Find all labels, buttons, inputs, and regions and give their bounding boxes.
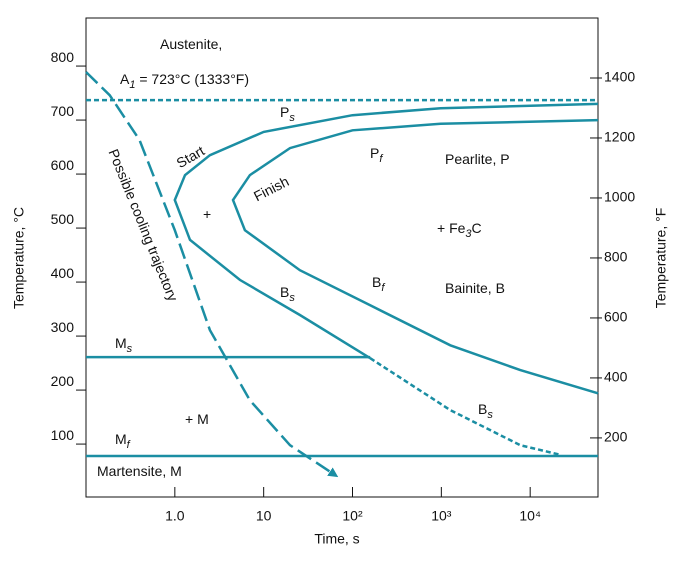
annotation-subscript: s	[127, 343, 133, 355]
y2-tick-label: 200	[604, 429, 628, 445]
x-tick-label: 10³	[431, 508, 452, 524]
y2-tick-label: 1400	[604, 69, 635, 85]
y2-tick-label: 600	[604, 309, 628, 325]
annotation: Ps	[280, 104, 295, 124]
y2-tick-label: 1200	[604, 129, 635, 145]
annotation: Pf	[370, 145, 383, 165]
y-axis-label: Temperature, °C	[11, 207, 27, 309]
curve	[231, 118, 599, 395]
annotation-subscript: f	[379, 153, 383, 165]
annotation-text: C	[472, 220, 482, 236]
annotation-text: B	[372, 274, 381, 290]
annotation-text: P	[280, 104, 289, 120]
annotation-text: B	[478, 401, 487, 417]
y-tick-label: 400	[51, 265, 75, 281]
annotation: Finish	[251, 173, 292, 204]
y-tick-label: 800	[51, 49, 75, 65]
annotation-text: = 723°C (1333°F)	[135, 71, 249, 87]
annotation-text: Start	[173, 142, 207, 171]
curve	[369, 357, 561, 457]
annotation: Bf	[372, 274, 385, 294]
curve	[173, 102, 599, 360]
annotation: Mf	[115, 431, 131, 451]
annotation-text: Finish	[251, 173, 292, 204]
y-tick-label: 200	[51, 373, 75, 389]
annotation-text: Pearlite, P	[445, 151, 510, 167]
annotation-text: P	[370, 145, 379, 161]
annotation: Martensite, M	[97, 463, 182, 479]
annotation: Start	[173, 142, 207, 171]
annotation: A1 = 723°C (1333°F)	[120, 71, 249, 91]
annotation-subscript: f	[127, 439, 131, 451]
x-axis-label: Time, s	[314, 531, 359, 547]
y-tick-label: 700	[51, 103, 75, 119]
y2-tick-label: 1000	[604, 189, 635, 205]
annotation: Austenite,	[160, 36, 222, 52]
annotation-text: + Fe	[437, 220, 466, 236]
annotation-text: M	[115, 431, 127, 447]
y2-tick-label: 400	[604, 369, 628, 385]
annotation-subscript: f	[381, 282, 385, 294]
curve	[85, 71, 339, 478]
annotation-subscript: 1	[129, 79, 135, 91]
annotation-text: A	[120, 71, 130, 87]
x-tick-label: 10	[256, 508, 272, 524]
annotation-subscript: s	[289, 112, 295, 124]
annotation-text: Possible cooling trajectory	[106, 147, 182, 304]
y-tick-label: 100	[51, 427, 75, 443]
annotation: Possible cooling trajectory	[106, 147, 182, 304]
annotation-subscript: s	[289, 292, 295, 304]
y2-tick-label: 800	[604, 249, 628, 265]
y-tick-label: 500	[51, 211, 75, 227]
y-tick-label: 600	[51, 157, 75, 173]
annotation-text: Martensite, M	[97, 463, 182, 479]
annotation-subscript: s	[487, 409, 493, 421]
y-tick-label: 300	[51, 319, 75, 335]
x-tick-label: 10⁴	[519, 508, 541, 524]
annotation-text: Austenite,	[160, 36, 222, 52]
annotation-text: + M	[185, 411, 209, 427]
annotation: Bainite, B	[445, 280, 505, 296]
annotation: Bs	[280, 284, 295, 304]
annotation: Pearlite, P	[445, 151, 510, 167]
annotation-text: B	[280, 284, 289, 300]
x-tick-label: 1.0	[165, 508, 185, 524]
annotation: +	[203, 206, 211, 222]
x-tick-label: 10²	[342, 508, 363, 524]
annotation: Ms	[115, 335, 133, 355]
y2-axis-label: Temperature, °F	[653, 208, 669, 309]
annotation: + M	[185, 411, 209, 427]
annotation-text: M	[115, 335, 127, 351]
annotation-text: Bainite, B	[445, 280, 505, 296]
annotation: + Fe3C	[437, 220, 482, 240]
annotation: Bs	[478, 401, 493, 421]
annotation-text: +	[203, 206, 211, 222]
annotation-subscript: 3	[465, 228, 472, 240]
